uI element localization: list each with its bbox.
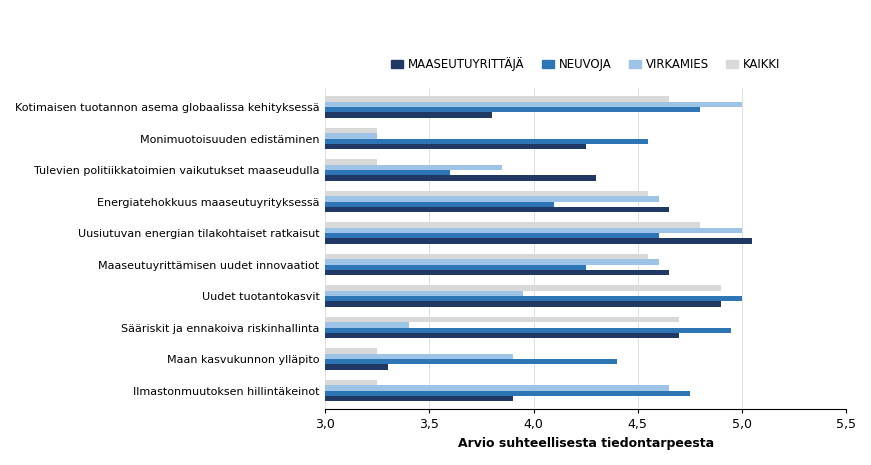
Bar <box>325 322 408 327</box>
Bar <box>325 396 513 401</box>
Bar <box>325 128 377 133</box>
Bar <box>325 291 523 296</box>
Bar <box>325 317 679 322</box>
Bar <box>325 327 732 333</box>
Bar <box>325 354 513 359</box>
Bar <box>325 265 585 270</box>
Bar <box>325 296 742 301</box>
Bar <box>325 233 658 239</box>
Bar <box>325 385 669 391</box>
Bar <box>325 222 700 228</box>
Bar <box>325 102 742 107</box>
Bar <box>325 165 503 170</box>
Bar <box>325 391 690 396</box>
Bar <box>325 228 742 233</box>
X-axis label: Arvio suhteellisesta tiedontarpeesta: Arvio suhteellisesta tiedontarpeesta <box>457 437 713 450</box>
Bar <box>325 348 377 354</box>
Bar <box>325 254 648 259</box>
Bar <box>325 286 721 291</box>
Bar <box>325 170 450 175</box>
Bar <box>325 159 377 165</box>
Bar <box>325 301 721 307</box>
Bar <box>325 380 377 385</box>
Bar <box>325 333 679 338</box>
Bar <box>325 359 617 365</box>
Bar <box>325 191 648 196</box>
Bar <box>325 196 658 201</box>
Bar <box>325 144 585 149</box>
Bar <box>325 113 492 118</box>
Bar <box>325 259 658 265</box>
Bar <box>325 239 753 244</box>
Bar <box>325 365 388 370</box>
Bar <box>325 270 669 275</box>
Bar <box>325 207 669 213</box>
Bar <box>325 139 648 144</box>
Legend: MAASEUTUYRITTÄJÄ, NEUVOJA, VIRKAMIES, KAIKKI: MAASEUTUYRITTÄJÄ, NEUVOJA, VIRKAMIES, KA… <box>387 53 785 76</box>
Bar <box>325 96 669 102</box>
Bar <box>325 133 377 139</box>
Bar <box>325 201 554 207</box>
Bar <box>325 107 700 113</box>
Bar <box>325 175 596 181</box>
